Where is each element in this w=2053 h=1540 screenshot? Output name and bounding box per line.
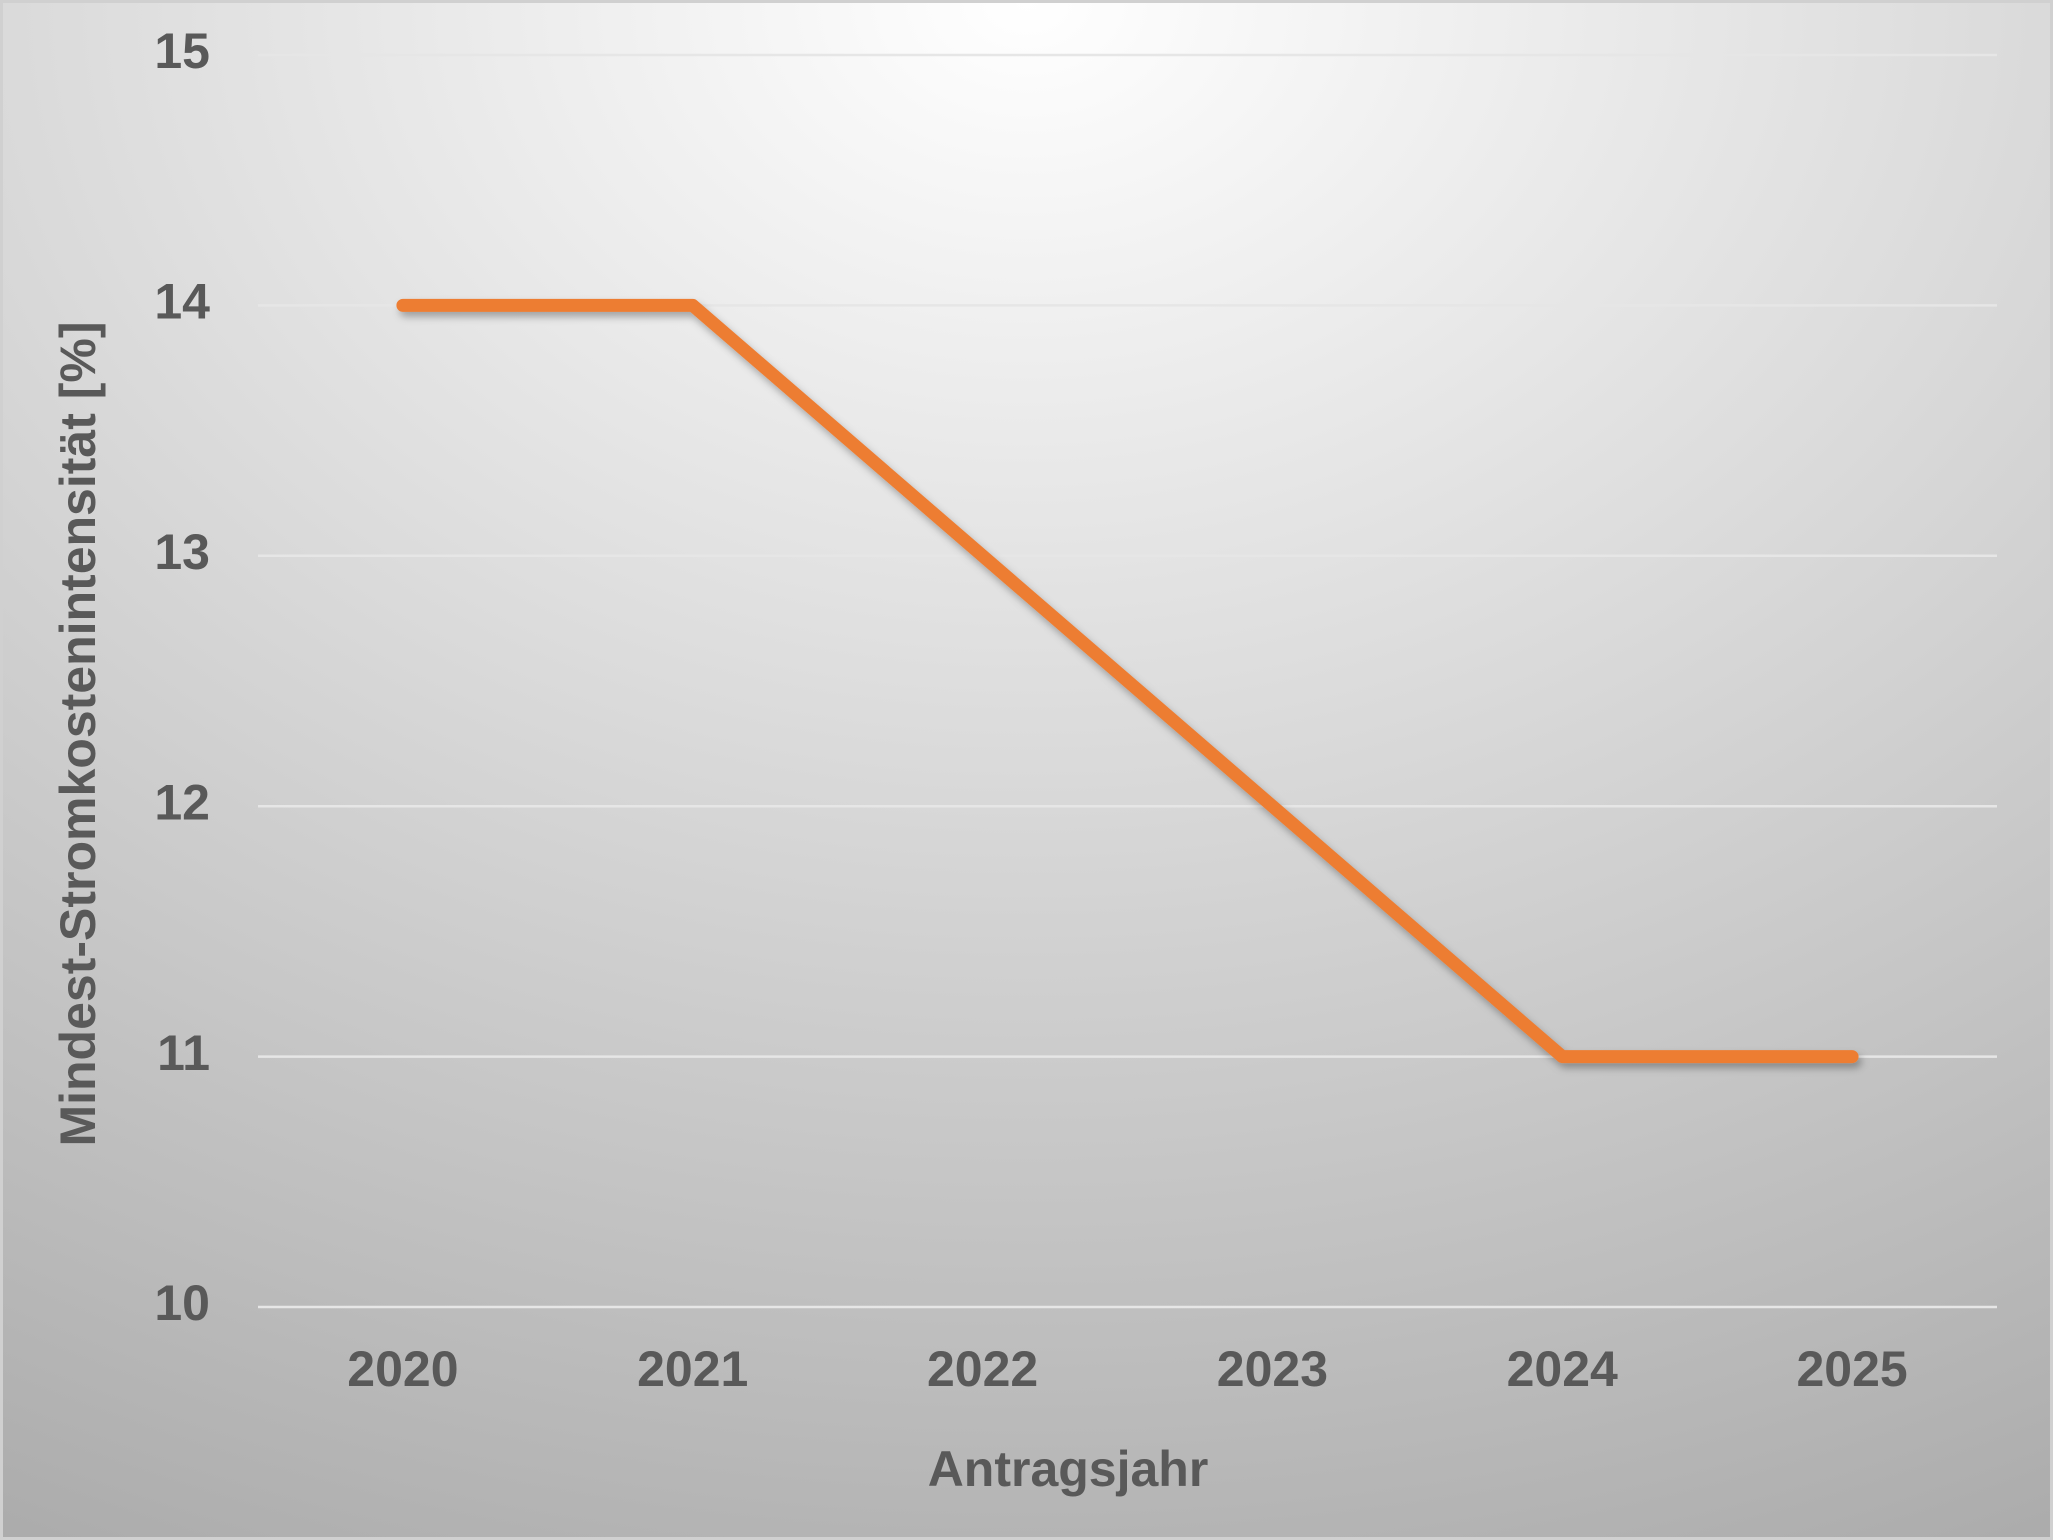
y-axis-title: Mindest-Stromkostenintensität [%] (50, 321, 106, 1146)
x-tick-label: 2023 (1217, 1341, 1328, 1397)
x-tick-label: 2022 (927, 1341, 1038, 1397)
y-tick-label: 12 (154, 774, 210, 830)
y-tick-label: 15 (154, 23, 210, 79)
x-tick-label: 2021 (637, 1341, 748, 1397)
y-tick-label: 13 (154, 524, 210, 580)
x-tick-label: 2025 (1796, 1341, 1907, 1397)
y-tick-label: 14 (154, 274, 210, 330)
x-axis-title: Antragsjahr (928, 1441, 1209, 1497)
x-tick-label: 2020 (347, 1341, 458, 1397)
x-tick-label: 2024 (1507, 1341, 1618, 1397)
y-tick-label: 11 (157, 1025, 210, 1081)
data-line (396, 298, 1859, 1064)
y-tick-label: 10 (154, 1275, 210, 1331)
